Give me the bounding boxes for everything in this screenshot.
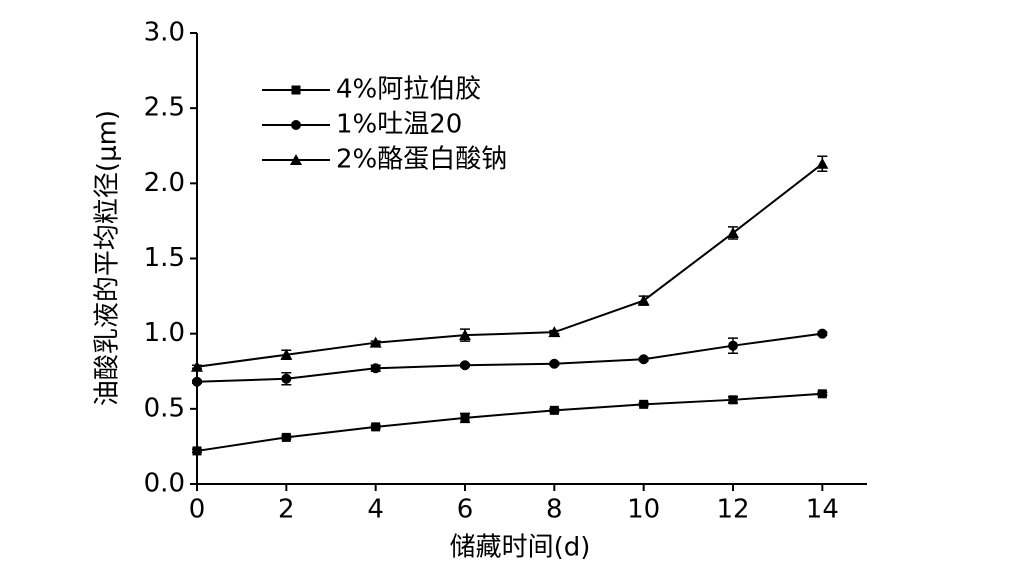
marker	[369, 336, 382, 348]
series-line	[196, 392, 823, 452]
marker	[816, 157, 829, 169]
marker	[290, 154, 302, 165]
y-tick-label: 0.5	[144, 393, 185, 423]
marker	[459, 329, 471, 341]
y-tick-label: 3.0	[144, 18, 185, 48]
marker	[281, 373, 292, 384]
marker	[817, 389, 827, 399]
marker	[637, 294, 650, 306]
marker	[191, 360, 203, 372]
marker	[728, 340, 738, 351]
marker	[727, 226, 739, 238]
legend-label: 4%阿拉伯胶	[336, 75, 481, 105]
marker	[291, 120, 301, 130]
marker	[549, 358, 560, 369]
marker	[460, 413, 470, 423]
marker	[728, 395, 738, 405]
marker	[281, 432, 291, 442]
marker	[370, 363, 381, 374]
x-tick-label: 2	[278, 495, 295, 525]
x-tick-label: 8	[546, 495, 563, 525]
marker	[817, 328, 828, 339]
marker	[192, 446, 202, 456]
y-axis-label: 油酸乳液的平均粒径(μm)	[93, 110, 123, 406]
marker	[639, 399, 649, 409]
marker	[291, 85, 301, 95]
y-tick-label: 2.0	[144, 168, 185, 198]
y-tick-label: 1.0	[144, 318, 185, 348]
marker	[548, 326, 561, 338]
marker	[460, 360, 470, 371]
legend-label: 2%酪蛋白酸钠	[336, 145, 507, 175]
y-tick-label: 0.0	[144, 469, 185, 499]
x-axis-label: 储藏时间(d)	[450, 533, 591, 563]
x-tick-label: 10	[627, 495, 660, 525]
x-tick-label: 14	[806, 495, 839, 525]
x-tick-label: 6	[457, 495, 474, 525]
y-tick-label: 1.5	[144, 243, 185, 273]
x-tick-label: 4	[367, 495, 384, 525]
marker	[280, 348, 293, 360]
marker	[638, 354, 649, 365]
series-line	[196, 332, 823, 383]
y-tick-label: 2.5	[144, 93, 185, 123]
legend-label: 1%吐温20	[336, 110, 462, 140]
marker	[192, 376, 202, 387]
marker	[549, 405, 559, 415]
x-tick-label: 0	[189, 495, 206, 525]
x-tick-label: 12	[716, 495, 749, 525]
series-line	[196, 162, 823, 368]
marker	[371, 422, 381, 432]
